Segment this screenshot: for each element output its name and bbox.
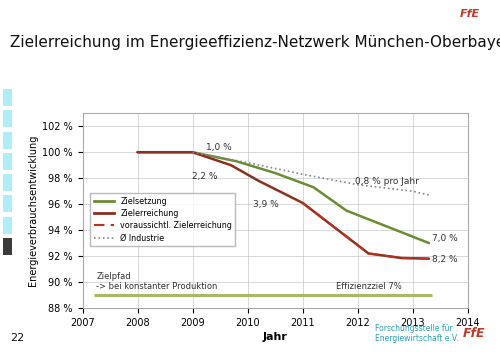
Text: Forschungsstelle für
Energiewirtschaft e.V.: Forschungsstelle für Energiewirtschaft e…	[375, 324, 458, 343]
Text: 22: 22	[10, 333, 24, 343]
Text: Zielpfad: Zielpfad	[96, 272, 131, 281]
Legend: Zielsetzung, Zielerreichung, voraussichtl. Zielerreichung, Ø Industrie: Zielsetzung, Zielerreichung, voraussicht…	[90, 193, 236, 246]
Text: FfE: FfE	[460, 9, 480, 19]
Text: Zielerreichung im Energieeffizienz-Netzwerk München-Oberbayern: Zielerreichung im Energieeffizienz-Netzw…	[10, 35, 500, 50]
Text: 7,0 %: 7,0 %	[432, 234, 458, 243]
Y-axis label: Energieverbrauchsentwicklung: Energieverbrauchsentwicklung	[28, 135, 38, 286]
Text: 3,9 %: 3,9 %	[253, 200, 279, 209]
Text: 8,2 %: 8,2 %	[432, 255, 458, 264]
Text: -> bei konstanter Produktion: -> bei konstanter Produktion	[96, 282, 218, 291]
Text: FfE: FfE	[462, 327, 485, 340]
X-axis label: Jahr: Jahr	[262, 332, 287, 342]
Text: 1,0 %: 1,0 %	[206, 143, 232, 152]
Text: 0,8 % pro Jahr: 0,8 % pro Jahr	[355, 177, 418, 186]
Text: 2,2 %: 2,2 %	[192, 172, 218, 182]
Text: Effizienzziel 7%: Effizienzziel 7%	[336, 282, 401, 291]
